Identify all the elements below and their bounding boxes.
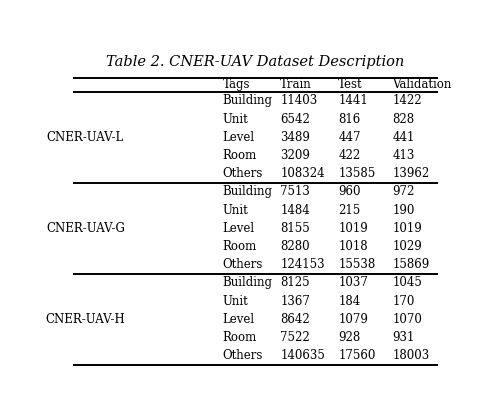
- Text: 931: 931: [392, 331, 415, 344]
- Text: 11403: 11403: [280, 94, 318, 108]
- Text: 15538: 15538: [338, 258, 375, 271]
- Text: 17560: 17560: [338, 349, 375, 362]
- Text: 6542: 6542: [280, 113, 310, 126]
- Text: 1018: 1018: [338, 240, 368, 253]
- Text: 447: 447: [338, 131, 361, 144]
- Text: 816: 816: [338, 113, 361, 126]
- Text: Room: Room: [223, 149, 256, 162]
- Text: 1367: 1367: [280, 294, 310, 307]
- Text: 1079: 1079: [338, 313, 368, 326]
- Text: 422: 422: [338, 149, 361, 162]
- Text: 828: 828: [392, 113, 414, 126]
- Text: 3209: 3209: [280, 149, 310, 162]
- Text: 3489: 3489: [280, 131, 310, 144]
- Text: 8125: 8125: [280, 276, 310, 289]
- Text: 8280: 8280: [280, 240, 310, 253]
- Text: Level: Level: [223, 313, 254, 326]
- Text: 18003: 18003: [392, 349, 429, 362]
- Text: Others: Others: [223, 349, 263, 362]
- Text: 1029: 1029: [392, 240, 422, 253]
- Text: Building: Building: [223, 94, 272, 108]
- Text: Unit: Unit: [223, 294, 248, 307]
- Text: 140635: 140635: [280, 349, 325, 362]
- Text: 13585: 13585: [338, 167, 375, 180]
- Text: 413: 413: [392, 149, 415, 162]
- Text: Building: Building: [223, 185, 272, 198]
- Text: Room: Room: [223, 240, 256, 253]
- Text: 1484: 1484: [280, 204, 310, 217]
- Text: CNER-UAV-H: CNER-UAV-H: [45, 313, 125, 326]
- Text: 108324: 108324: [280, 167, 325, 180]
- Text: Level: Level: [223, 131, 254, 144]
- Text: Test: Test: [338, 79, 363, 91]
- Text: 8155: 8155: [280, 222, 310, 235]
- Text: 15869: 15869: [392, 258, 429, 271]
- Text: 13962: 13962: [392, 167, 429, 180]
- Text: Others: Others: [223, 167, 263, 180]
- Text: 1045: 1045: [392, 276, 422, 289]
- Text: 1070: 1070: [392, 313, 422, 326]
- Text: 1019: 1019: [338, 222, 368, 235]
- Text: 960: 960: [338, 185, 361, 198]
- Text: Unit: Unit: [223, 204, 248, 217]
- Text: Validation: Validation: [392, 79, 452, 91]
- Text: 441: 441: [392, 131, 415, 144]
- Text: 184: 184: [338, 294, 361, 307]
- Text: CNER-UAV-G: CNER-UAV-G: [46, 222, 125, 235]
- Text: 124153: 124153: [280, 258, 325, 271]
- Text: 7522: 7522: [280, 331, 310, 344]
- Text: Others: Others: [223, 258, 263, 271]
- Text: CNER-UAV-L: CNER-UAV-L: [47, 131, 124, 144]
- Text: 1422: 1422: [392, 94, 422, 108]
- Text: Train: Train: [280, 79, 312, 91]
- Text: 1441: 1441: [338, 94, 368, 108]
- Text: Tags: Tags: [223, 79, 250, 91]
- Text: Building: Building: [223, 276, 272, 289]
- Text: 1019: 1019: [392, 222, 422, 235]
- Text: 972: 972: [392, 185, 415, 198]
- Text: 215: 215: [338, 204, 361, 217]
- Text: Room: Room: [223, 331, 256, 344]
- Text: 1037: 1037: [338, 276, 368, 289]
- Text: Table 2. CNER-UAV Dataset Description: Table 2. CNER-UAV Dataset Description: [106, 55, 404, 69]
- Text: 8642: 8642: [280, 313, 310, 326]
- Text: Unit: Unit: [223, 113, 248, 126]
- Text: 7513: 7513: [280, 185, 310, 198]
- Text: 190: 190: [392, 204, 415, 217]
- Text: Level: Level: [223, 222, 254, 235]
- Text: 170: 170: [392, 294, 415, 307]
- Text: 928: 928: [338, 331, 361, 344]
